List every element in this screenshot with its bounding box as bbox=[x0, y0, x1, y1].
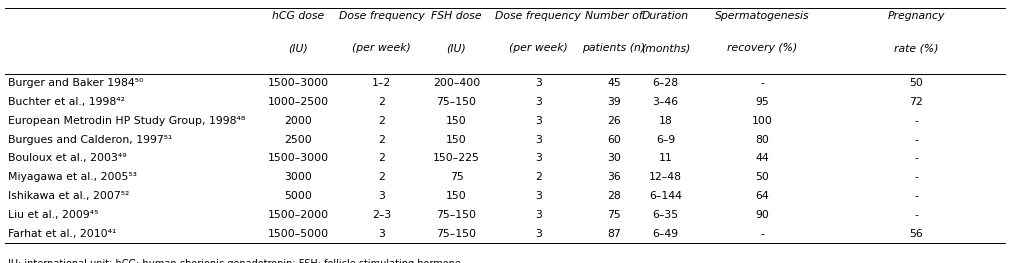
Text: FSH dose: FSH dose bbox=[431, 11, 482, 21]
Text: 6–35: 6–35 bbox=[652, 210, 679, 220]
Text: (per week): (per week) bbox=[509, 43, 568, 53]
Text: 3: 3 bbox=[535, 116, 541, 126]
Text: Buchter et al., 1998⁴²: Buchter et al., 1998⁴² bbox=[8, 97, 125, 107]
Text: 75: 75 bbox=[607, 210, 621, 220]
Text: (months): (months) bbox=[641, 43, 690, 53]
Text: 60: 60 bbox=[607, 135, 621, 145]
Text: Dose frequency: Dose frequency bbox=[496, 11, 581, 21]
Text: 150: 150 bbox=[446, 135, 467, 145]
Text: Ishikawa et al., 2007⁵²: Ishikawa et al., 2007⁵² bbox=[8, 191, 129, 201]
Text: 75: 75 bbox=[449, 172, 464, 182]
Text: 1500–3000: 1500–3000 bbox=[268, 78, 328, 88]
Text: -: - bbox=[761, 229, 765, 239]
Text: 75–150: 75–150 bbox=[436, 97, 477, 107]
Text: 56: 56 bbox=[909, 229, 923, 239]
Text: 2: 2 bbox=[379, 172, 385, 182]
Text: 5000: 5000 bbox=[284, 191, 312, 201]
Text: 95: 95 bbox=[755, 97, 770, 107]
Text: Number of: Number of bbox=[585, 11, 643, 21]
Text: 6–28: 6–28 bbox=[652, 78, 679, 88]
Text: 72: 72 bbox=[909, 97, 923, 107]
Text: recovery (%): recovery (%) bbox=[727, 43, 798, 53]
Text: Liu et al., 2009⁴⁵: Liu et al., 2009⁴⁵ bbox=[8, 210, 98, 220]
Text: 1500–5000: 1500–5000 bbox=[268, 229, 328, 239]
Text: 90: 90 bbox=[755, 210, 770, 220]
Text: Duration: Duration bbox=[642, 11, 689, 21]
Text: 3: 3 bbox=[535, 78, 541, 88]
Text: 3000: 3000 bbox=[284, 172, 312, 182]
Text: Bouloux et al., 2003⁴⁹: Bouloux et al., 2003⁴⁹ bbox=[8, 153, 126, 164]
Text: (IU): (IU) bbox=[446, 43, 467, 53]
Text: Burger and Baker 1984⁵⁰: Burger and Baker 1984⁵⁰ bbox=[8, 78, 143, 88]
Text: 6–49: 6–49 bbox=[652, 229, 679, 239]
Text: 3: 3 bbox=[535, 210, 541, 220]
Text: 64: 64 bbox=[755, 191, 770, 201]
Text: 3: 3 bbox=[535, 153, 541, 164]
Text: hCG dose: hCG dose bbox=[272, 11, 324, 21]
Text: rate (%): rate (%) bbox=[894, 43, 938, 53]
Text: 12–48: 12–48 bbox=[649, 172, 682, 182]
Text: 2: 2 bbox=[379, 153, 385, 164]
Text: Dose frequency: Dose frequency bbox=[339, 11, 424, 21]
Text: 3: 3 bbox=[535, 229, 541, 239]
Text: Spermatogenesis: Spermatogenesis bbox=[715, 11, 810, 21]
Text: 200–400: 200–400 bbox=[433, 78, 480, 88]
Text: 3: 3 bbox=[379, 229, 385, 239]
Text: 2: 2 bbox=[379, 97, 385, 107]
Text: Farhat et al., 2010⁴¹: Farhat et al., 2010⁴¹ bbox=[8, 229, 116, 239]
Text: 87: 87 bbox=[607, 229, 621, 239]
Text: 3: 3 bbox=[535, 97, 541, 107]
Text: IU: international unit; hCG: human chorionic gonadotropin; FSH: follicle stimula: IU: international unit; hCG: human chori… bbox=[8, 259, 461, 263]
Text: 6–144: 6–144 bbox=[649, 191, 682, 201]
Text: 50: 50 bbox=[909, 78, 923, 88]
Text: 1500–2000: 1500–2000 bbox=[268, 210, 328, 220]
Text: 39: 39 bbox=[607, 97, 621, 107]
Text: 100: 100 bbox=[752, 116, 773, 126]
Text: 150–225: 150–225 bbox=[433, 153, 480, 164]
Text: 2: 2 bbox=[535, 172, 541, 182]
Text: patients (n): patients (n) bbox=[583, 43, 645, 53]
Text: 11: 11 bbox=[659, 153, 673, 164]
Text: (per week): (per week) bbox=[352, 43, 411, 53]
Text: 6–9: 6–9 bbox=[655, 135, 676, 145]
Text: 80: 80 bbox=[755, 135, 770, 145]
Text: 26: 26 bbox=[607, 116, 621, 126]
Text: 75–150: 75–150 bbox=[436, 229, 477, 239]
Text: 2: 2 bbox=[379, 135, 385, 145]
Text: 18: 18 bbox=[659, 116, 673, 126]
Text: 1–2: 1–2 bbox=[372, 78, 392, 88]
Text: -: - bbox=[914, 210, 918, 220]
Text: -: - bbox=[914, 172, 918, 182]
Text: 30: 30 bbox=[607, 153, 621, 164]
Text: -: - bbox=[914, 116, 918, 126]
Text: -: - bbox=[914, 191, 918, 201]
Text: -: - bbox=[761, 78, 765, 88]
Text: 1000–2500: 1000–2500 bbox=[268, 97, 328, 107]
Text: 3–46: 3–46 bbox=[652, 97, 679, 107]
Text: 1500–3000: 1500–3000 bbox=[268, 153, 328, 164]
Text: 2: 2 bbox=[379, 116, 385, 126]
Text: 45: 45 bbox=[607, 78, 621, 88]
Text: Pregnancy: Pregnancy bbox=[888, 11, 944, 21]
Text: Burgues and Calderon, 1997⁵¹: Burgues and Calderon, 1997⁵¹ bbox=[8, 135, 173, 145]
Text: 3: 3 bbox=[535, 191, 541, 201]
Text: 50: 50 bbox=[755, 172, 770, 182]
Text: Miyagawa et al., 2005⁵³: Miyagawa et al., 2005⁵³ bbox=[8, 172, 137, 182]
Text: 28: 28 bbox=[607, 191, 621, 201]
Text: 75–150: 75–150 bbox=[436, 210, 477, 220]
Text: European Metrodin HP Study Group, 1998⁴⁸: European Metrodin HP Study Group, 1998⁴⁸ bbox=[8, 116, 245, 126]
Text: 44: 44 bbox=[755, 153, 770, 164]
Text: 2–3: 2–3 bbox=[372, 210, 392, 220]
Text: 150: 150 bbox=[446, 191, 467, 201]
Text: (IU): (IU) bbox=[288, 43, 308, 53]
Text: 150: 150 bbox=[446, 116, 467, 126]
Text: -: - bbox=[914, 135, 918, 145]
Text: 3: 3 bbox=[379, 191, 385, 201]
Text: -: - bbox=[914, 153, 918, 164]
Text: 36: 36 bbox=[607, 172, 621, 182]
Text: 2500: 2500 bbox=[284, 135, 312, 145]
Text: 2000: 2000 bbox=[284, 116, 312, 126]
Text: 3: 3 bbox=[535, 135, 541, 145]
